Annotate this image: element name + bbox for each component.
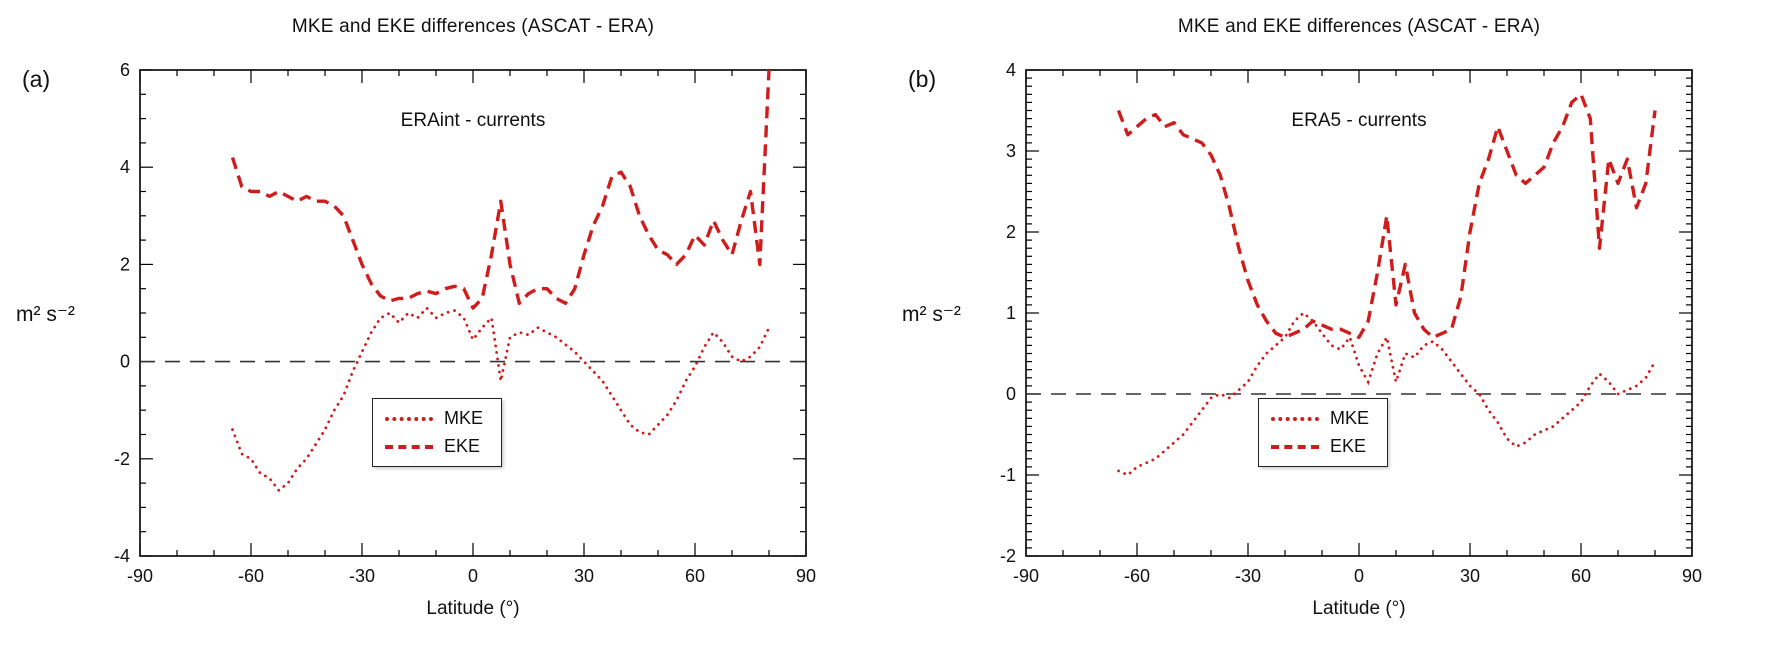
- svg-text:4: 4: [1006, 60, 1016, 80]
- svg-text:2: 2: [120, 254, 130, 274]
- legend-item-eke: EKE: [1271, 436, 1369, 457]
- y-axis-label: m² s⁻²: [16, 303, 75, 326]
- svg-text:0: 0: [1006, 384, 1016, 404]
- legend-item-mke: MKE: [1271, 408, 1369, 429]
- svg-text:0: 0: [1354, 566, 1364, 586]
- legend-label-eke: EKE: [444, 436, 481, 456]
- svg-text:1: 1: [1006, 303, 1016, 323]
- svg-text:3: 3: [1006, 141, 1016, 161]
- svg-text:90: 90: [1682, 566, 1702, 586]
- legend: MKE EKE: [372, 398, 503, 467]
- svg-text:-60: -60: [238, 566, 264, 586]
- svg-text:-90: -90: [1013, 566, 1039, 586]
- chart-title: MKE and EKE differences (ASCAT - ERA): [1177, 16, 1541, 37]
- panel-label-b: (b): [908, 66, 937, 92]
- svg-text:-4: -4: [114, 546, 130, 566]
- chart-canvas-a: -90 -60 -30 0 30 60 90 -4 -2 0 2 4 6: [114, 60, 816, 586]
- legend-item-mke: MKE: [385, 408, 483, 429]
- svg-text:-30: -30: [1235, 566, 1261, 586]
- svg-text:-2: -2: [114, 449, 130, 469]
- svg-text:0: 0: [468, 566, 478, 586]
- svg-text:30: 30: [1460, 566, 1480, 586]
- legend-label-mke: MKE: [444, 408, 484, 428]
- svg-text:-90: -90: [127, 566, 153, 586]
- legend-label-mke: MKE: [1330, 408, 1370, 428]
- chart-title: MKE and EKE differences (ASCAT - ERA): [291, 16, 655, 37]
- legend-item-eke: EKE: [385, 436, 483, 457]
- legend-label-eke: EKE: [1330, 436, 1367, 456]
- svg-text:2: 2: [1006, 222, 1016, 242]
- chart-annotation: ERA5 - currents: [1291, 110, 1427, 131]
- svg-text:-30: -30: [349, 566, 375, 586]
- svg-text:4: 4: [120, 157, 130, 177]
- chart-canvas-b: -90 -60 -30 0 30 60 90 -2 -1 0 1 2 3 4: [1000, 60, 1702, 586]
- svg-text:0: 0: [120, 352, 130, 372]
- svg-text:60: 60: [685, 566, 705, 586]
- panel-b: -90 -60 -30 0 30 60 90 -2 -1 0 1 2 3 4 (b) MKE and EK…: [886, 0, 1772, 664]
- eke-dashed-line-sample: [1271, 444, 1319, 449]
- mke-dotted-line-sample: [1271, 416, 1319, 421]
- panel-a: -90 -60 -30 0 30 60 90 -4 -2 0 2 4 6 (a) MKE and EKE…: [0, 0, 886, 664]
- svg-text:90: 90: [796, 566, 816, 586]
- mke-dotted-line-sample: [385, 416, 433, 421]
- svg-text:30: 30: [574, 566, 594, 586]
- svg-text:60: 60: [1571, 566, 1591, 586]
- y-axis-label: m² s⁻²: [902, 303, 961, 326]
- chart-annotation: ERAint - currents: [400, 110, 546, 131]
- panel-label-a: (a): [22, 66, 51, 92]
- svg-text:6: 6: [120, 60, 130, 80]
- svg-text:-60: -60: [1124, 566, 1150, 586]
- x-axis-label: Latitude (°): [426, 598, 520, 619]
- x-axis-label: Latitude (°): [1312, 598, 1406, 619]
- eke-dashed-line-sample: [385, 444, 433, 449]
- legend: MKE EKE: [1258, 398, 1389, 467]
- svg-text:-2: -2: [1000, 546, 1016, 566]
- svg-text:-1: -1: [1000, 465, 1016, 485]
